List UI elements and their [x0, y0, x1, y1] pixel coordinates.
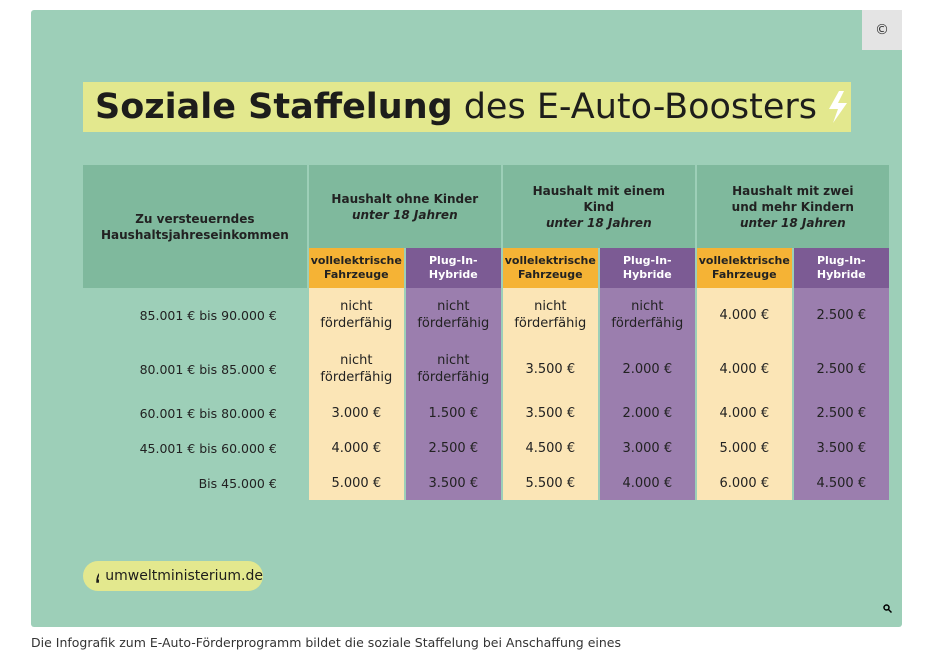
title-icons [829, 91, 848, 123]
subsidy-value: 4.000 € [599, 466, 695, 500]
subheader: Plug-In-Hybride [793, 248, 889, 288]
subheader: vollelektrische Fahrzeuge [502, 248, 598, 288]
subsidy-value: 4.000 € [696, 342, 792, 396]
subheader: Plug-In-Hybride [599, 248, 695, 288]
subsidy-value: 3.500 € [405, 466, 501, 500]
subsidy-value: nicht förderfähig [405, 288, 501, 342]
subsidy-value: 3.000 € [599, 430, 695, 466]
subsidy-value: 5.000 € [308, 466, 404, 500]
subsidy-value: nicht förderfähig [308, 288, 404, 342]
income-range: Bis 45.000 € [198, 475, 277, 491]
table-row: 60.001 € bis 80.000 € 3.000 €1.500 €3.500… [83, 396, 889, 430]
row-header: Zu versteuerndes Haushaltsjahreseinkomme… [83, 165, 307, 288]
group-header: Haushalt mit zwei und mehr Kindern unter … [696, 165, 889, 248]
subheader: vollelektrische Fahrzeuge [696, 248, 792, 288]
income-range: 60.001 € bis 80.000 € [139, 405, 277, 421]
subsidy-value: 3.500 € [793, 430, 889, 466]
subheader: Plug-In-Hybride [405, 248, 501, 288]
subsidy-value: 2.500 € [405, 430, 501, 466]
subsidy-value: 4.500 € [793, 466, 889, 500]
subsidy-value: 4.000 € [308, 430, 404, 466]
income-range: 85.001 € bis 90.000 € [139, 307, 277, 323]
income-range: 80.001 € bis 85.000 € [139, 361, 277, 377]
subsidy-value: 2.500 € [793, 288, 889, 342]
infographic: © Soziale Staffelung des E-Auto-Boosters… [31, 10, 902, 627]
group-note: unter 18 Jahren [351, 207, 458, 222]
source-badge[interactable]: umweltministerium.de [83, 561, 263, 591]
subsidy-value: 3.500 € [502, 396, 598, 430]
leaf-icon [96, 572, 100, 583]
title-bar: Soziale Staffelung des E-Auto-Boosters [83, 82, 851, 132]
subsidy-value: 4.000 € [696, 288, 792, 342]
subsidy-value: 2.500 € [793, 396, 889, 430]
table-body: Zu versteuerndes Haushaltsjahreseinkomme… [83, 165, 889, 500]
copyright-button[interactable]: © [862, 10, 902, 50]
subsidy-value: 2.000 € [599, 396, 695, 430]
subsidy-value: 6.000 € [696, 466, 792, 500]
subsidy-value: 3.000 € [308, 396, 404, 430]
group-title: Haushalt mit einem Kind [532, 183, 666, 214]
subsidy-value: nicht förderfähig [599, 288, 695, 342]
subheader: vollelektrische Fahrzeuge [308, 248, 404, 288]
table-row: 45.001 € bis 60.000 € 4.000 €2.500 €4.500… [83, 430, 889, 466]
group-title: Haushalt ohne Kinder [331, 191, 479, 206]
subsidy-value: 1.500 € [405, 396, 501, 430]
subsidy-value: 4.500 € [502, 430, 598, 466]
income-range: 45.001 € bis 60.000 € [139, 440, 277, 456]
subsidy-table: Zu versteuerndes Haushaltsjahreseinkomme… [81, 165, 891, 500]
subsidy-value: nicht förderfähig [502, 288, 598, 342]
table-row: 80.001 € bis 85.000 € nicht förderfähig ni… [83, 342, 889, 396]
subsidy-value: 3.500 € [502, 342, 598, 396]
subheader-row: vollelektrische Fahrzeuge Plug-In-Hybride… [83, 248, 889, 288]
subsidy-value: 4.000 € [696, 396, 792, 430]
zoom-icon[interactable] [883, 604, 892, 613]
title-rest: des E-Auto-Boosters [463, 87, 818, 127]
subsidy-value: 2.500 € [793, 342, 889, 396]
table-row: Bis 45.000 € 5.000 €3.500 €5.500 €4.000 €… [83, 466, 889, 500]
group-note: unter 18 Jahren [739, 215, 846, 230]
group-header: Haushalt mit einem Kind unter 18 Jahren [502, 165, 695, 248]
title-bold: Soziale Staffelung [95, 87, 453, 127]
group-title: Haushalt mit zwei und mehr Kindern [731, 183, 854, 214]
group-header: Haushalt ohne Kinder unter 18 Jahren [308, 165, 501, 248]
subsidy-value: 5.000 € [696, 430, 792, 466]
header-row: Zu versteuerndes Haushaltsjahreseinkomme… [83, 165, 889, 288]
badge-text: umweltministerium.de [105, 568, 263, 584]
subsidy-value: 2.000 € [599, 342, 695, 396]
table-row: 85.001 € bis 90.000 € nicht förderfähig ni… [83, 288, 889, 342]
subsidy-value: nicht förderfähig [405, 342, 501, 396]
caption: Die Infografik zum E-Auto-Förderprogramm… [31, 635, 621, 650]
subsidy-value: nicht förderfähig [308, 342, 404, 396]
subsidy-value: 5.500 € [502, 466, 598, 500]
group-note: unter 18 Jahren [545, 215, 652, 230]
